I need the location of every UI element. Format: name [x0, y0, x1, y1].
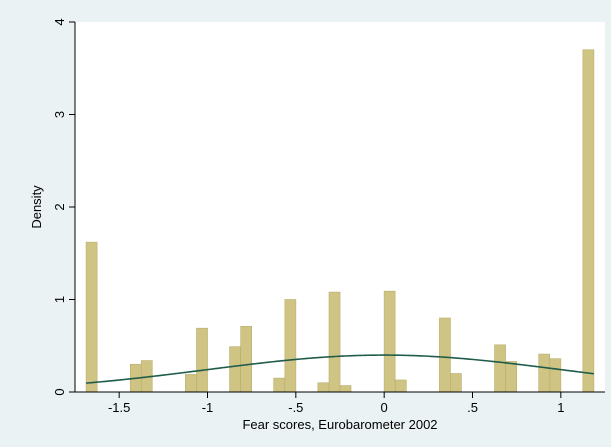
- histogram-bar-3: [185, 374, 197, 393]
- histogram-bar-10: [328, 291, 341, 393]
- y-tick-label: 3: [52, 111, 67, 118]
- histogram-bar-20: [582, 49, 595, 393]
- histogram-bar-5: [229, 346, 241, 393]
- x-axis-title: Fear scores, Eurobarometer 2002: [242, 417, 437, 432]
- x-tick-label: 1: [557, 400, 564, 415]
- normal-density-curve: [86, 354, 595, 384]
- histogram-bar-17: [505, 361, 518, 393]
- x-tick-label: -1: [202, 400, 214, 415]
- histogram-bar-14: [439, 317, 451, 393]
- x-tick-label: -.5: [288, 400, 303, 415]
- y-tick-label: 1: [52, 296, 67, 303]
- histogram-bar-18: [538, 353, 551, 393]
- histogram-bar-12: [383, 290, 396, 393]
- histogram-bar-15: [450, 373, 462, 393]
- histogram-bar-9: [317, 382, 330, 393]
- y-tick-label: 2: [52, 203, 67, 210]
- histogram-bar-8: [284, 299, 297, 393]
- histogram-bar-11: [339, 385, 352, 393]
- y-tick-label: 4: [52, 18, 67, 25]
- y-tick-label: 0: [52, 388, 67, 395]
- x-tick-label: 0: [381, 400, 388, 415]
- x-tick-label: -1.5: [108, 400, 130, 415]
- histogram-bar-7: [273, 377, 286, 393]
- y-axis-ticks: 0 1 2 3 4: [52, 18, 75, 396]
- x-axis-ticks: -1.5 -1 -.5 0 .5 1: [108, 392, 564, 415]
- histogram-bar-4: [196, 327, 208, 393]
- histogram-bar-19: [549, 358, 562, 393]
- histogram-bar-16: [494, 344, 506, 393]
- histogram-bar-0: [85, 241, 98, 393]
- histogram-bar-6: [240, 326, 253, 393]
- x-tick-label: .5: [467, 400, 478, 415]
- y-axis-title: Density: [29, 185, 44, 229]
- histogram-bar-13: [394, 379, 407, 393]
